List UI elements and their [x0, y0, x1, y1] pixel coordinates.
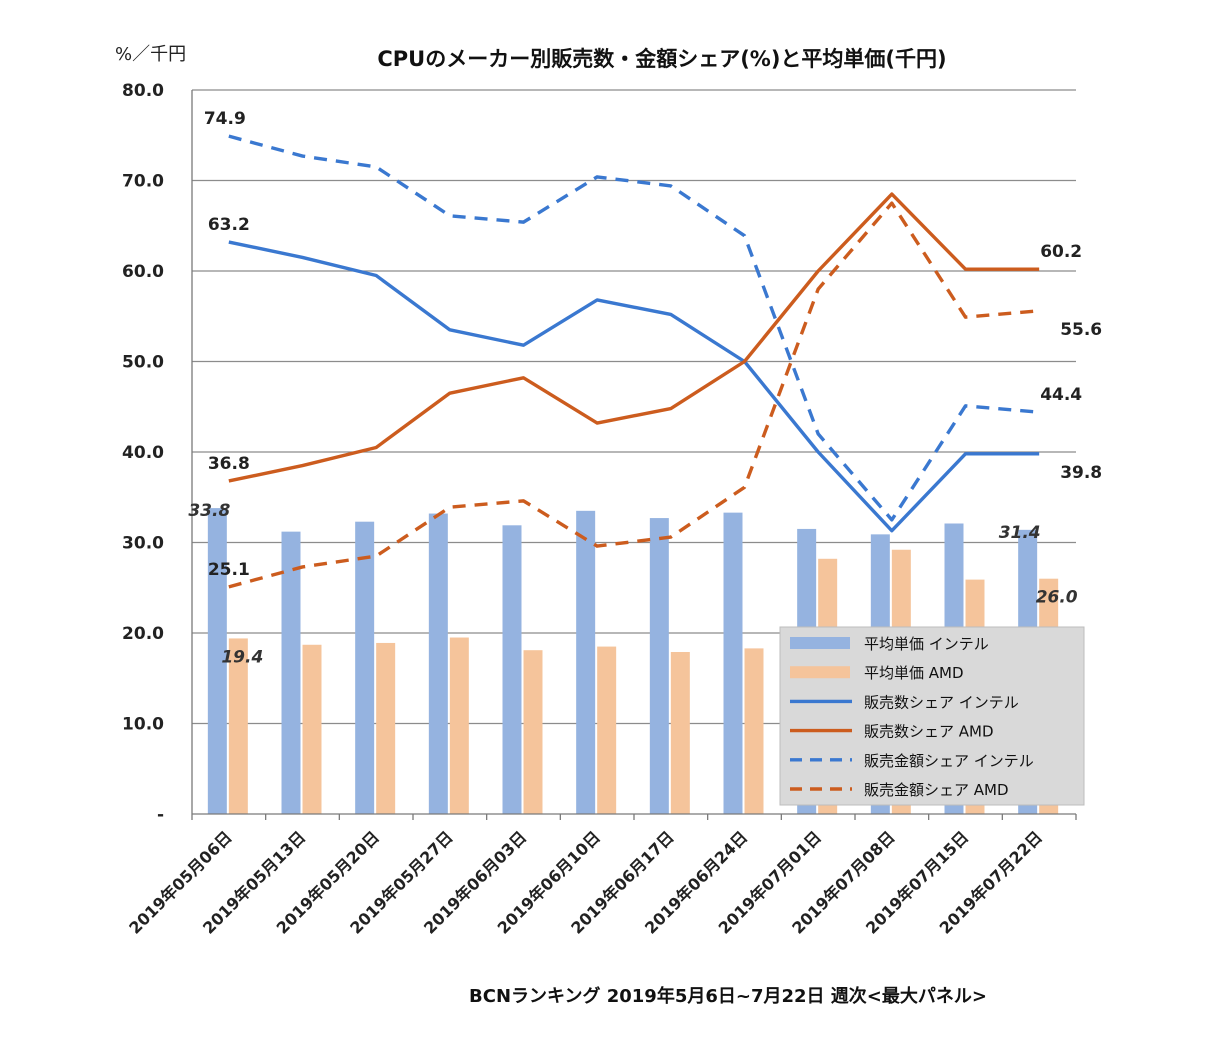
legend-label: 販売数シェア AMD	[864, 723, 994, 741]
series-line	[228, 134, 1040, 522]
y-tick-label: 60.0	[122, 262, 164, 282]
data-label: 25.1	[208, 560, 250, 580]
series-line	[228, 201, 1040, 589]
bar	[744, 648, 764, 814]
x-tick-labels: 2019年05月06日2019年05月13日2019年05月20日2019年05…	[125, 827, 1046, 937]
chart-title: CPUのメーカー別販売数・金額シェア(%)と平均単価(千円)	[377, 47, 946, 71]
data-label: 60.2	[1040, 242, 1082, 262]
bar	[576, 510, 596, 814]
legend-label: 販売金額シェア AMD	[864, 781, 1009, 799]
series-line	[228, 240, 1040, 533]
bar	[207, 508, 227, 814]
bar	[449, 637, 469, 814]
bar	[502, 525, 522, 814]
bar	[723, 512, 743, 814]
legend-box	[779, 626, 1085, 806]
y-tick-label: 40.0	[122, 443, 164, 463]
data-label: 31.4	[999, 523, 1041, 543]
legend-swatch	[790, 637, 850, 649]
bar	[523, 650, 543, 814]
y-tick-labels: - 10.0 20.0 30.0 40.0 50.0 60.0 70.0 80.0	[122, 81, 164, 825]
data-label: 26.0	[1036, 588, 1078, 608]
bar	[302, 644, 322, 814]
bar	[376, 642, 396, 814]
bar	[670, 652, 690, 814]
data-labels: 74.9 63.2 36.8 25.1 33.8 19.4 60.2 55.6 44.4 39.8…	[188, 109, 1102, 667]
bar	[281, 531, 301, 814]
legend-label: 販売数シェア インテル	[864, 693, 1019, 711]
y-tick-label: 80.0	[122, 81, 164, 101]
y-tick-label: 30.0	[122, 534, 164, 554]
legend-swatch	[790, 666, 850, 679]
data-label: 19.4	[221, 647, 263, 667]
data-label: 39.8	[1060, 463, 1102, 483]
y-tick-label: 50.0	[122, 353, 164, 373]
y-tick-label: 20.0	[122, 624, 164, 644]
series-lines	[228, 134, 1040, 589]
data-label: 63.2	[208, 215, 250, 235]
gridlines	[192, 89, 1076, 725]
bar	[649, 518, 669, 814]
axes	[191, 90, 1077, 820]
bar	[428, 513, 448, 814]
bar	[597, 646, 617, 814]
y-tick-label: 10.0	[122, 715, 164, 735]
data-label: 55.6	[1060, 320, 1102, 340]
bar	[228, 638, 248, 814]
data-label: 36.8	[208, 454, 250, 474]
legend-label: 販売金額シェア インテル	[864, 752, 1034, 770]
legend-label: 平均単価 インテル	[864, 635, 989, 653]
data-label: 33.8	[188, 501, 230, 521]
data-label: 44.4	[1040, 385, 1082, 405]
bar	[355, 521, 375, 814]
y-axis-unit-label: %／千円	[115, 44, 186, 65]
data-label: 74.9	[204, 109, 246, 129]
y-tick-label: -	[157, 805, 164, 825]
legend-label: 平均単価 AMD	[864, 664, 964, 682]
source-note: BCNランキング 2019年5月6日~7月22日 週次<最大パネル>	[469, 985, 987, 1007]
series-line	[228, 192, 1040, 483]
y-tick-label: 70.0	[122, 172, 164, 192]
